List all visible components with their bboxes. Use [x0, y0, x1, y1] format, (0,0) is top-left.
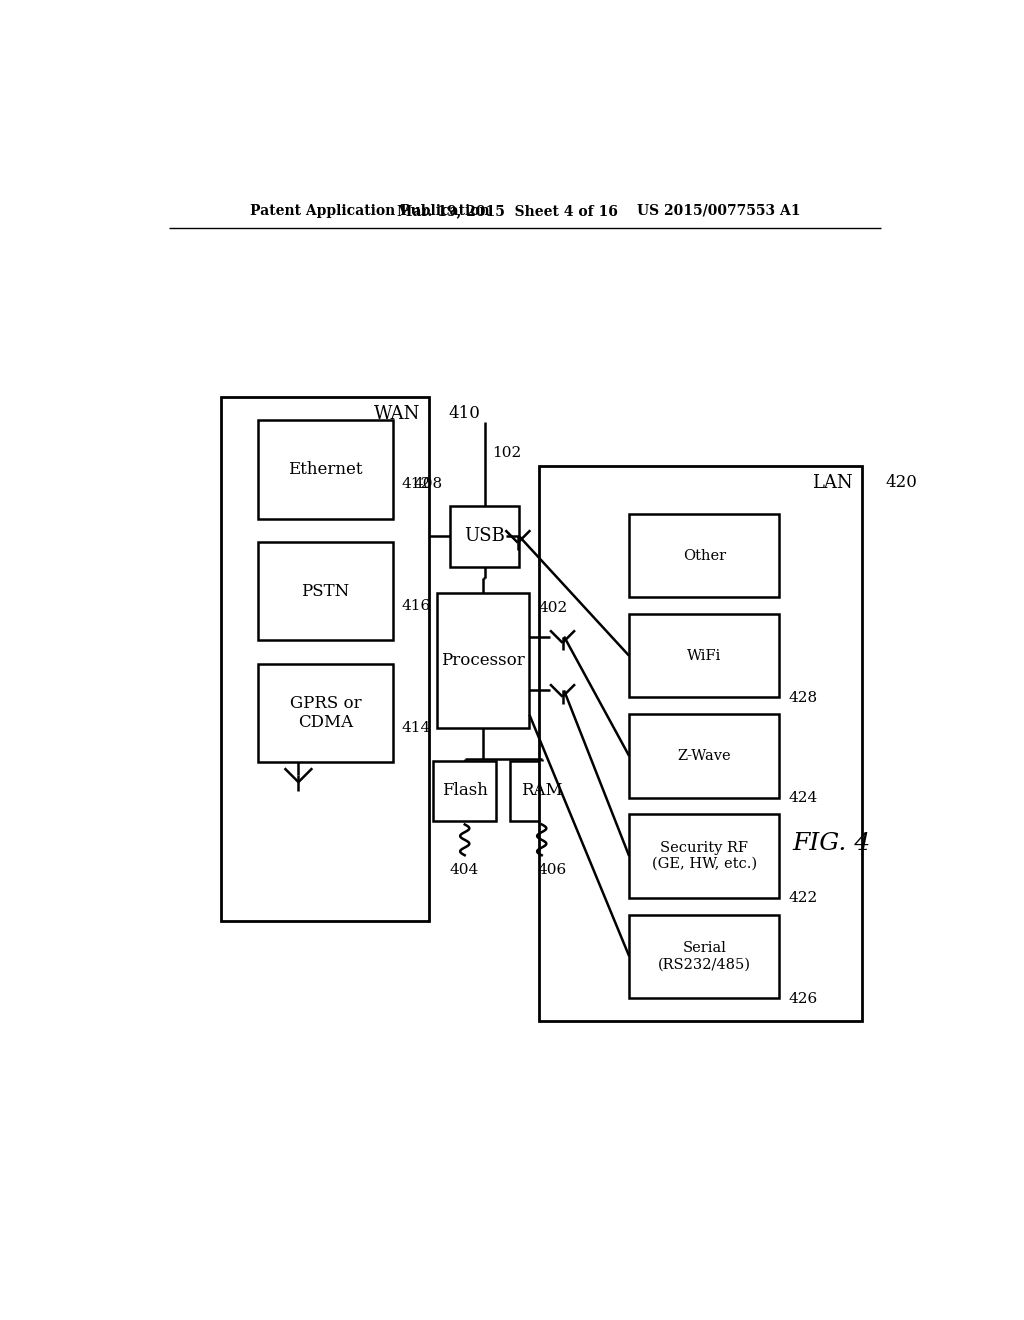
Text: Processor: Processor [441, 652, 525, 669]
Bar [629, 515, 779, 598]
Bar [451, 507, 519, 566]
Bar [629, 814, 779, 898]
Text: Other: Other [683, 549, 726, 562]
Bar [539, 466, 862, 1020]
Text: 412: 412 [402, 478, 431, 491]
Text: RAM: RAM [521, 781, 562, 799]
Text: 420: 420 [885, 474, 918, 491]
Text: 414: 414 [402, 721, 431, 734]
Text: Flash: Flash [441, 781, 487, 799]
Text: 424: 424 [788, 792, 818, 805]
Text: 428: 428 [788, 692, 817, 705]
Text: PSTN: PSTN [301, 582, 349, 599]
Text: LAN: LAN [812, 474, 853, 492]
Text: Z-Wave: Z-Wave [678, 748, 731, 763]
Text: Mar. 19, 2015  Sheet 4 of 16: Mar. 19, 2015 Sheet 4 of 16 [397, 203, 618, 218]
Text: 406: 406 [538, 863, 567, 876]
Text: 408: 408 [414, 477, 442, 491]
Text: US 2015/0077553 A1: US 2015/0077553 A1 [637, 203, 801, 218]
Bar [258, 664, 393, 762]
Text: 422: 422 [788, 891, 818, 906]
Text: 102: 102 [493, 446, 521, 459]
Text: 404: 404 [450, 863, 478, 876]
Bar [510, 760, 573, 821]
Bar [433, 760, 497, 821]
Text: WiFi: WiFi [687, 649, 721, 663]
Text: GPRS or
CDMA: GPRS or CDMA [290, 694, 361, 731]
Text: 402: 402 [539, 601, 568, 615]
Text: Serial
(RS232/485): Serial (RS232/485) [657, 941, 751, 972]
Text: FIG. 4: FIG. 4 [793, 832, 870, 855]
Bar [221, 397, 429, 921]
Text: 410: 410 [449, 405, 480, 422]
Bar [258, 420, 393, 519]
Text: Patent Application Publication: Patent Application Publication [250, 203, 489, 218]
Bar [258, 543, 393, 640]
Text: WAN: WAN [374, 405, 420, 422]
Text: Security RF
(GE, HW, etc.): Security RF (GE, HW, etc.) [651, 841, 757, 871]
Text: USB: USB [464, 528, 505, 545]
Bar [629, 714, 779, 797]
Text: 416: 416 [402, 599, 431, 612]
Bar [629, 915, 779, 998]
Bar [629, 614, 779, 697]
Bar [437, 594, 529, 729]
Text: 426: 426 [788, 991, 818, 1006]
Text: Ethernet: Ethernet [288, 461, 362, 478]
